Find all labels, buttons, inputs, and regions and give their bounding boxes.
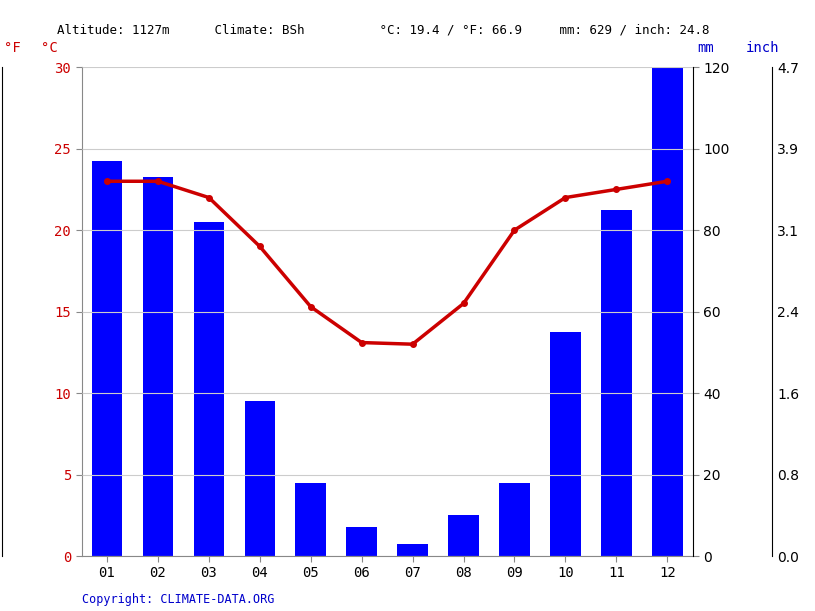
Bar xyxy=(143,177,174,556)
Text: Altitude: 1127m      Climate: BSh          °C: 19.4 / °F: 66.9     mm: 629 / inc: Altitude: 1127m Climate: BSh °C: 19.4 / … xyxy=(57,24,710,37)
Bar xyxy=(550,332,580,556)
Bar xyxy=(398,544,428,556)
Bar xyxy=(91,161,122,556)
Bar xyxy=(448,515,479,556)
Bar xyxy=(652,63,683,556)
Bar xyxy=(244,401,275,556)
Text: mm: mm xyxy=(697,41,714,55)
Bar xyxy=(499,483,530,556)
Text: Copyright: CLIMATE-DATA.ORG: Copyright: CLIMATE-DATA.ORG xyxy=(82,593,274,606)
Bar xyxy=(346,527,377,556)
Bar xyxy=(601,210,632,556)
Bar xyxy=(296,483,326,556)
Text: inch: inch xyxy=(746,41,779,55)
Bar xyxy=(194,222,224,556)
Text: °F: °F xyxy=(4,41,21,55)
Text: °C: °C xyxy=(41,41,58,55)
